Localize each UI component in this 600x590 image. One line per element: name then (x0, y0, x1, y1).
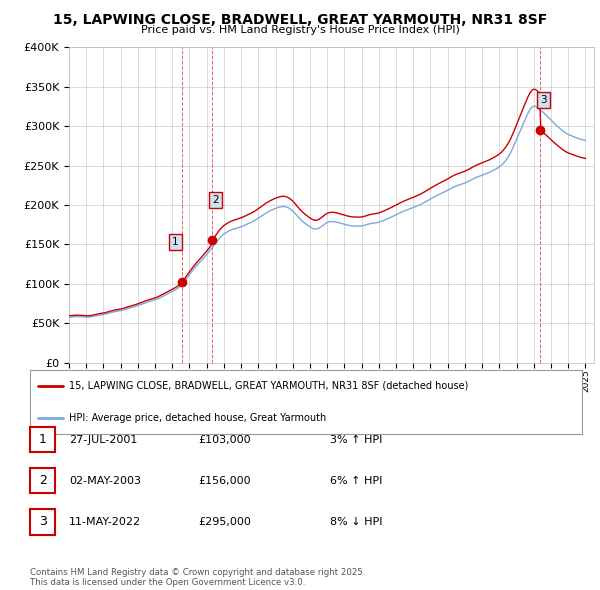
Text: HPI: Average price, detached house, Great Yarmouth: HPI: Average price, detached house, Grea… (68, 413, 326, 422)
Text: 15, LAPWING CLOSE, BRADWELL, GREAT YARMOUTH, NR31 8SF: 15, LAPWING CLOSE, BRADWELL, GREAT YARMO… (53, 13, 547, 27)
Text: 6% ↑ HPI: 6% ↑ HPI (330, 476, 382, 486)
Text: 3: 3 (540, 95, 547, 105)
Text: 27-JUL-2001: 27-JUL-2001 (69, 435, 137, 444)
Text: 11-MAY-2022: 11-MAY-2022 (69, 517, 141, 527)
Text: 1: 1 (38, 433, 47, 446)
Text: 3: 3 (38, 516, 47, 529)
Text: Contains HM Land Registry data © Crown copyright and database right 2025.
This d: Contains HM Land Registry data © Crown c… (30, 568, 365, 587)
Text: 2: 2 (38, 474, 47, 487)
Text: £156,000: £156,000 (198, 476, 251, 486)
Text: £103,000: £103,000 (198, 435, 251, 444)
Text: 2: 2 (212, 195, 219, 205)
Text: 8% ↓ HPI: 8% ↓ HPI (330, 517, 383, 527)
Text: 02-MAY-2003: 02-MAY-2003 (69, 476, 141, 486)
Text: 1: 1 (172, 237, 179, 247)
Text: Price paid vs. HM Land Registry's House Price Index (HPI): Price paid vs. HM Land Registry's House … (140, 25, 460, 35)
Text: £295,000: £295,000 (198, 517, 251, 527)
Text: 3% ↑ HPI: 3% ↑ HPI (330, 435, 382, 444)
Text: 15, LAPWING CLOSE, BRADWELL, GREAT YARMOUTH, NR31 8SF (detached house): 15, LAPWING CLOSE, BRADWELL, GREAT YARMO… (68, 381, 468, 391)
